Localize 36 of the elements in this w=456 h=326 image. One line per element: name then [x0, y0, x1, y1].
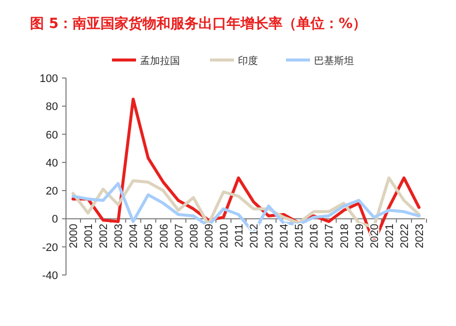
y-tick-label: -20: [42, 242, 58, 254]
x-tick-label: 2005: [143, 224, 156, 248]
x-tick-label: 2006: [158, 224, 170, 248]
x-tick-label: 2012: [248, 224, 261, 248]
legend-label: 孟加拉国: [140, 55, 180, 67]
x-tick-label: 2014: [278, 224, 291, 248]
x-tick-label: 2004: [128, 224, 140, 248]
x-tick-label: 2008: [188, 224, 200, 248]
x-tick-label: 2003: [113, 224, 126, 248]
x-tick-label: 2013: [264, 224, 276, 248]
x-tick-label: 2009: [203, 224, 216, 248]
x-tick-label: 2019: [354, 224, 366, 248]
x-tick-label: 2016: [308, 224, 321, 248]
x-tick-label: 2023: [414, 224, 426, 248]
x-tick-label: 2001: [83, 224, 96, 248]
y-tick-label: 40: [46, 157, 58, 170]
chart-title: 图 5：南亚国家货物和服务出口年增长率（单位：%）: [30, 15, 367, 32]
y-tick-label: 20: [46, 186, 58, 198]
x-tick-label: 2020: [368, 224, 381, 248]
x-tick-label: 2015: [294, 224, 306, 248]
legend-label: 印度: [238, 55, 258, 67]
x-tick-label: 2007: [173, 224, 186, 248]
legend-label: 巴基斯坦: [314, 55, 354, 67]
x-tick-label: 2000: [68, 224, 80, 248]
y-tick-label: 100: [40, 73, 58, 85]
x-tick-label: 2010: [218, 224, 230, 248]
x-tick-label: 2011: [233, 224, 246, 248]
x-tick-label: 2018: [338, 224, 351, 248]
x-tick-label: 2002: [98, 224, 110, 248]
y-tick-label: 80: [46, 101, 58, 114]
y-tick-label: 60: [46, 129, 58, 142]
x-tick-label: 2017: [324, 224, 336, 248]
y-tick-label: 0: [52, 214, 58, 226]
x-tick-label: 2021: [384, 224, 396, 248]
x-tick-label: 2022: [398, 224, 411, 248]
y-tick-label: -40: [42, 270, 58, 282]
